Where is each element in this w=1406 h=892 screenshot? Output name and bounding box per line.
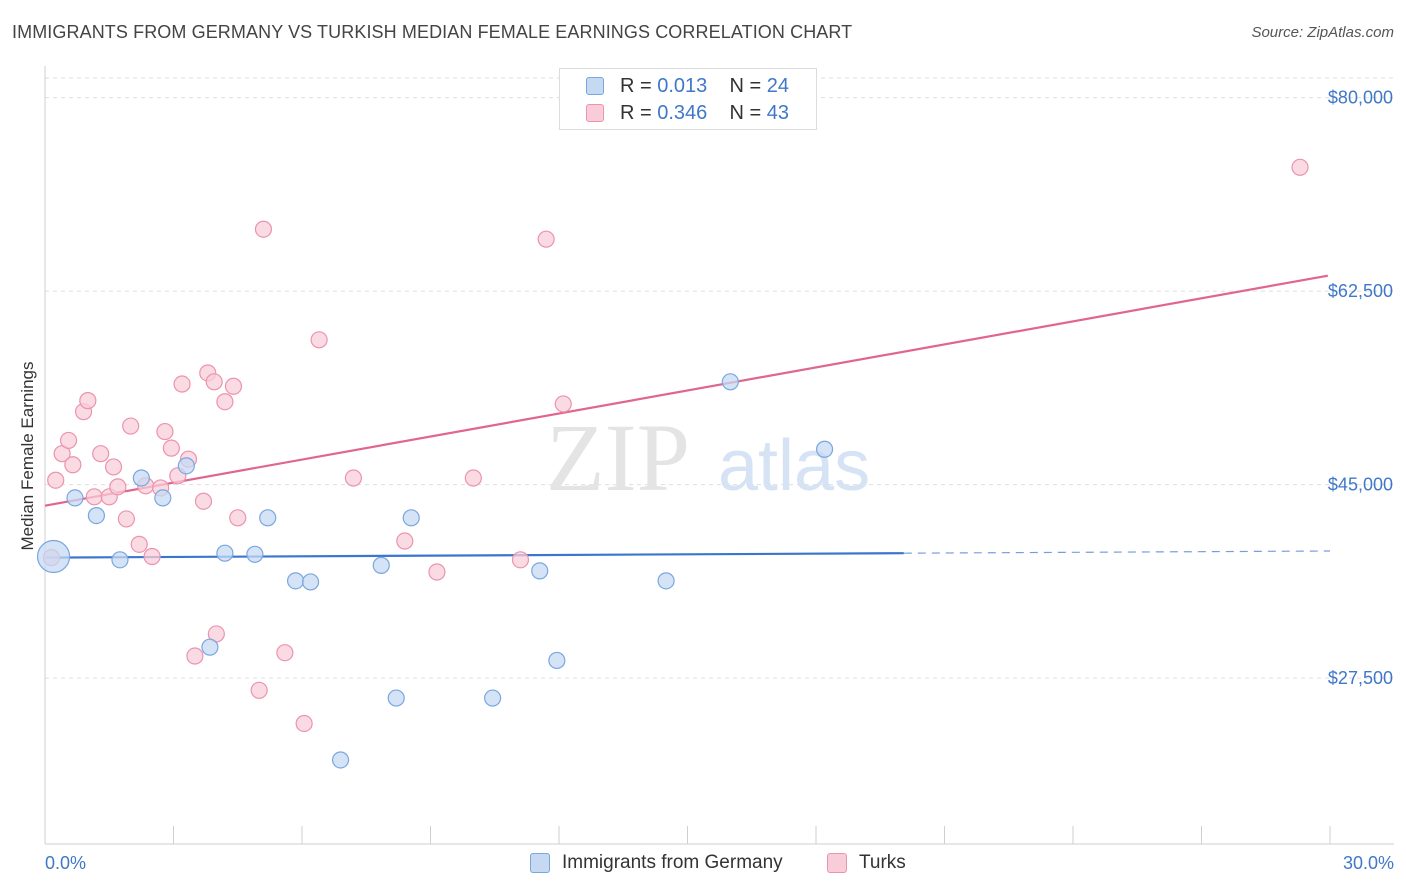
germany-point — [388, 690, 404, 706]
germany-point — [202, 639, 218, 655]
turks-point — [123, 418, 139, 434]
turks-swatch — [586, 104, 604, 122]
y-tick-label: $80,000 — [1328, 88, 1393, 108]
r-value: 0.346 — [657, 102, 707, 124]
r-label: R = — [620, 102, 652, 124]
germany-point — [549, 652, 565, 668]
turks-point — [345, 470, 361, 486]
germany-point — [155, 490, 171, 506]
turks-point — [144, 549, 160, 565]
n-label: N = — [730, 102, 762, 124]
n-value: 24 — [767, 75, 789, 97]
r-label: R = — [620, 75, 652, 97]
turks-point — [217, 394, 233, 410]
turks-point — [163, 440, 179, 456]
germany-point — [112, 552, 128, 568]
germany-trend-line — [45, 553, 904, 557]
turks-point — [48, 472, 64, 488]
germany-point — [288, 573, 304, 589]
turks-point — [555, 396, 571, 412]
stats-legend: R = 0.013 N = 24 R = 0.346 N = 43 — [559, 68, 817, 130]
germany-point — [217, 545, 233, 561]
turks-point — [86, 489, 102, 505]
turks-point — [538, 231, 554, 247]
germany-point — [817, 441, 833, 457]
watermark-zip: ZIP — [546, 404, 690, 511]
germany-legend-label: Immigrants from Germany — [562, 852, 783, 874]
germany-point — [303, 574, 319, 590]
germany-trend-extension — [904, 551, 1330, 553]
r-value: 0.013 — [657, 75, 707, 97]
turks-point — [80, 393, 96, 409]
germany-point — [178, 458, 194, 474]
y-tick-label: $62,500 — [1328, 281, 1393, 301]
turks-point — [397, 533, 413, 549]
germany-swatch — [586, 77, 604, 95]
germany-point — [133, 470, 149, 486]
germany-point — [532, 563, 548, 579]
turks-point — [225, 378, 241, 394]
turks-legend-swatch — [827, 853, 847, 873]
turks-point — [230, 510, 246, 526]
turks-point — [277, 645, 293, 661]
turks-point — [131, 536, 147, 552]
germany-point — [67, 490, 83, 506]
turks-point — [206, 374, 222, 390]
n-value: 43 — [767, 102, 789, 124]
turks-point — [187, 648, 203, 664]
turks-point — [106, 459, 122, 475]
turks-point — [110, 479, 126, 495]
turks-point — [118, 511, 134, 527]
turks-point — [195, 493, 211, 509]
turks-point — [429, 564, 445, 580]
turks-point — [1292, 159, 1308, 175]
germany-point — [88, 508, 104, 524]
turks-point — [251, 682, 267, 698]
y-tick-label: $45,000 — [1328, 475, 1393, 495]
turks-legend-label: Turks — [859, 852, 906, 874]
turks-point — [255, 221, 271, 237]
y-tick-label: $27,500 — [1328, 668, 1393, 688]
x-tick-label: 0.0% — [45, 853, 86, 873]
y-axis-label: Median Female Earnings — [18, 362, 38, 551]
germany-point — [333, 752, 349, 768]
turks-point — [93, 446, 109, 462]
n-label: N = — [730, 75, 762, 97]
turks-point — [512, 552, 528, 568]
turks-point — [174, 376, 190, 392]
turks-point — [296, 715, 312, 731]
turks-point — [465, 470, 481, 486]
germany-point — [485, 690, 501, 706]
germany-legend-swatch — [530, 853, 550, 873]
watermark-atlas: atlas — [718, 426, 870, 506]
germany-point — [247, 546, 263, 562]
germany-point — [658, 573, 674, 589]
x-tick-label: 30.0% — [1343, 853, 1394, 873]
turks-point — [157, 424, 173, 440]
germany-point — [38, 541, 70, 573]
turks-point — [311, 332, 327, 348]
germany-point — [260, 510, 276, 526]
turks-point — [61, 432, 77, 448]
germany-point — [403, 510, 419, 526]
turks-point — [65, 457, 81, 473]
germany-point — [722, 374, 738, 390]
germany-point — [373, 557, 389, 573]
